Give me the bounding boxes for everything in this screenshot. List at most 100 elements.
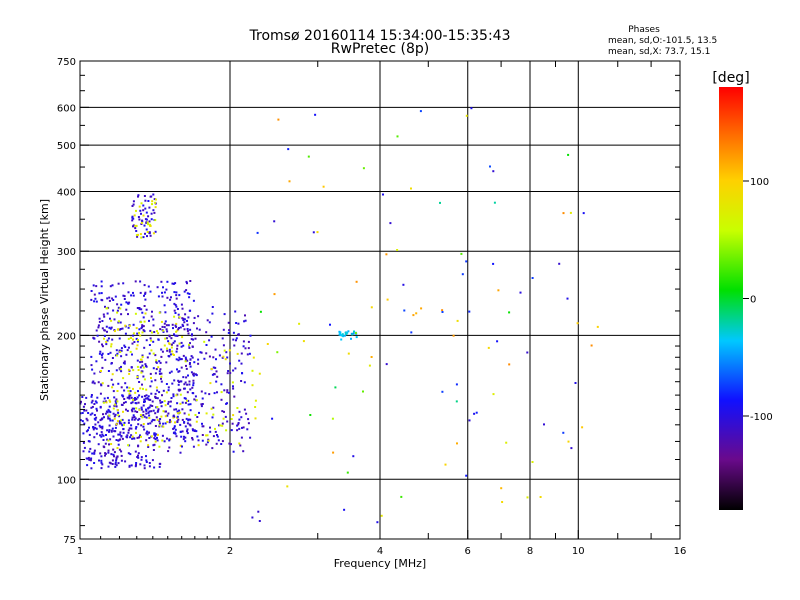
data-point	[137, 423, 140, 426]
data-point	[153, 443, 156, 446]
data-point	[176, 368, 178, 371]
data-point	[89, 447, 92, 450]
data-point	[468, 310, 471, 313]
data-point	[175, 330, 178, 333]
data-point	[90, 355, 93, 358]
data-point	[143, 195, 146, 197]
data-point	[178, 409, 181, 412]
data-point	[134, 450, 137, 453]
data-point	[98, 424, 101, 427]
data-point	[189, 424, 192, 427]
colorbar-tick-label: 0	[750, 295, 756, 306]
data-point	[201, 434, 204, 436]
data-point	[142, 236, 145, 239]
data-point	[202, 425, 205, 428]
data-point	[114, 461, 117, 464]
data-point	[125, 301, 128, 304]
data-point	[237, 322, 240, 325]
data-point	[144, 312, 147, 315]
data-point	[148, 206, 151, 209]
data-point	[139, 434, 141, 437]
data-point	[121, 437, 124, 440]
data-point	[192, 445, 195, 448]
data-point	[108, 399, 111, 402]
data-point	[277, 118, 280, 121]
data-point	[156, 330, 158, 333]
data-point	[189, 409, 192, 412]
data-point	[380, 514, 383, 517]
data-point	[177, 370, 180, 373]
data-point	[452, 334, 455, 337]
data-point	[195, 430, 198, 433]
data-point	[144, 199, 147, 202]
data-point	[118, 448, 121, 451]
data-point	[186, 323, 189, 326]
data-point	[134, 417, 137, 420]
data-point	[176, 334, 179, 337]
data-point	[127, 346, 130, 349]
data-point	[181, 430, 184, 433]
data-point	[162, 389, 165, 392]
data-point	[152, 409, 155, 412]
data-point	[211, 373, 214, 376]
data-point	[200, 405, 203, 408]
data-point	[110, 345, 113, 348]
data-point	[441, 311, 444, 313]
data-point	[240, 352, 243, 355]
data-point	[180, 380, 183, 383]
data-point	[166, 347, 168, 350]
data-point	[107, 353, 110, 355]
data-point	[160, 280, 163, 283]
data-point	[191, 428, 194, 431]
data-point	[246, 353, 249, 356]
data-point	[136, 376, 139, 378]
data-point	[180, 358, 183, 361]
data-point	[106, 429, 109, 432]
data-point	[179, 411, 182, 414]
data-point	[396, 135, 399, 138]
data-point	[176, 415, 179, 418]
data-point	[141, 324, 144, 327]
data-point	[493, 201, 496, 204]
data-point	[93, 417, 96, 420]
data-point	[145, 461, 148, 463]
data-point	[109, 419, 112, 422]
data-point	[344, 334, 346, 337]
data-point	[130, 464, 133, 467]
data-point	[103, 337, 105, 340]
data-point	[145, 308, 148, 311]
data-point	[121, 327, 124, 330]
data-point	[127, 326, 130, 329]
data-point	[146, 430, 149, 433]
data-point	[205, 412, 208, 415]
data-point	[192, 379, 195, 382]
data-point	[191, 392, 194, 394]
data-point	[113, 430, 116, 433]
data-point	[140, 456, 143, 459]
data-point	[174, 312, 177, 314]
data-point	[96, 396, 99, 399]
data-point	[185, 280, 188, 283]
data-point	[145, 416, 148, 419]
data-point	[126, 349, 129, 352]
data-point	[144, 232, 146, 235]
data-point	[216, 434, 218, 436]
data-point	[135, 426, 138, 428]
data-point	[156, 436, 158, 439]
data-point	[138, 417, 141, 420]
data-point	[184, 397, 187, 400]
data-point	[122, 395, 125, 398]
data-point	[154, 412, 157, 415]
data-point	[178, 294, 181, 297]
data-point	[141, 331, 144, 334]
y-tick-label: 300	[57, 247, 76, 258]
data-point	[172, 415, 175, 418]
data-point	[128, 386, 131, 389]
data-point	[231, 422, 234, 425]
y-axis-label: Stationary phase Virtual Height [km]	[38, 199, 51, 401]
data-point	[154, 396, 157, 399]
data-point	[105, 401, 108, 404]
data-point	[176, 329, 179, 332]
data-point	[205, 352, 208, 355]
data-point	[175, 305, 178, 308]
